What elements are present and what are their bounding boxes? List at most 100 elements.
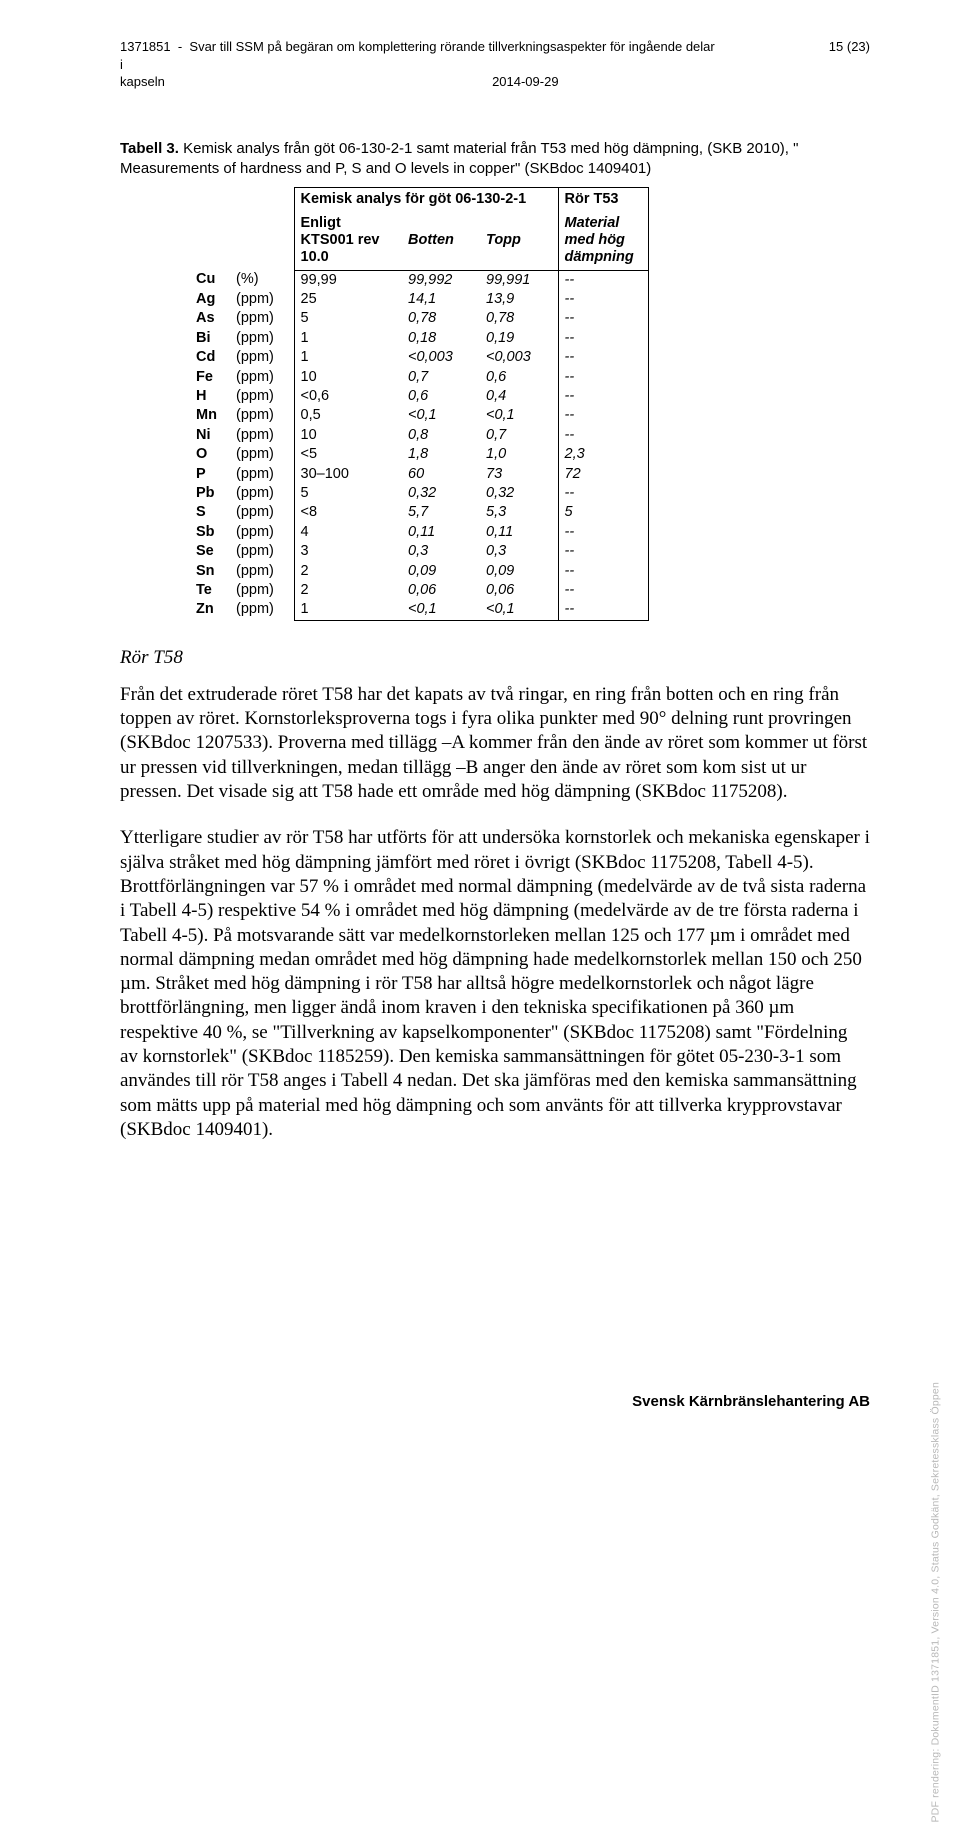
cell-material: -- (558, 309, 648, 328)
table-row: Pb(ppm)50,320,32-- (190, 484, 648, 503)
table-row: Te(ppm)20,060,06-- (190, 581, 648, 600)
cell-unit: (ppm) (230, 309, 294, 328)
cell-spec: 1 (294, 600, 402, 620)
cell-topp: 0,3 (480, 542, 558, 561)
cell-material: -- (558, 600, 648, 620)
document-page: 1371851 - Svar till SSM på begäran om ko… (0, 0, 960, 1442)
cell-element: Zn (190, 600, 230, 620)
table-caption-text: Kemisk analys från göt 06-130-2-1 samt m… (120, 140, 798, 177)
cell-material: -- (558, 426, 648, 445)
table-row: H(ppm)<0,60,60,4-- (190, 387, 648, 406)
cell-botten: 60 (402, 465, 480, 484)
cell-spec: 0,5 (294, 406, 402, 425)
cell-unit: (ppm) (230, 484, 294, 503)
cell-topp: 0,11 (480, 523, 558, 542)
header-left: 1371851 - Svar till SSM på begäran om ko… (120, 38, 720, 91)
table-row: Se(ppm)30,30,3-- (190, 542, 648, 561)
table-row: Cd(ppm)1<0,003<0,003-- (190, 348, 648, 367)
cell-unit: (ppm) (230, 329, 294, 348)
table-row: Sn(ppm)20,090,09-- (190, 562, 648, 581)
cell-material: -- (558, 581, 648, 600)
cell-unit: (%) (230, 270, 294, 290)
cell-spec: 3 (294, 542, 402, 561)
chem-analysis-table: Kemisk analys för göt 06-130-2-1 Rör T53… (190, 187, 649, 621)
table-row: S(ppm)<85,75,35 (190, 503, 648, 522)
cell-element: Fe (190, 368, 230, 387)
cell-topp: 0,06 (480, 581, 558, 600)
cell-material: 2,3 (558, 445, 648, 464)
table-row: As(ppm)50,780,78-- (190, 309, 648, 328)
table-row: Ag(ppm)2514,113,9-- (190, 290, 648, 309)
paragraph-2: Ytterligare studier av rör T58 har utför… (120, 826, 870, 1142)
paragraph-1: Från det extruderade röret T58 har det k… (120, 683, 870, 805)
table-row: O(ppm)<51,81,02,3 (190, 445, 648, 464)
cell-topp: <0,003 (480, 348, 558, 367)
cell-botten: 0,32 (402, 484, 480, 503)
cell-topp: 99,991 (480, 270, 558, 290)
cell-material: -- (558, 368, 648, 387)
cell-unit: (ppm) (230, 290, 294, 309)
table-row: Zn(ppm)1<0,1<0,1-- (190, 600, 648, 620)
cell-element: Ni (190, 426, 230, 445)
table-caption: Tabell 3. Kemisk analys från göt 06-130-… (120, 139, 870, 180)
cell-spec: 25 (294, 290, 402, 309)
cell-material: -- (558, 387, 648, 406)
cell-botten: 99,992 (402, 270, 480, 290)
table-row: Fe(ppm)100,70,6-- (190, 368, 648, 387)
cell-botten: 0,8 (402, 426, 480, 445)
table-row: Sb(ppm)40,110,11-- (190, 523, 648, 542)
cell-topp: 73 (480, 465, 558, 484)
cell-botten: <0,1 (402, 600, 480, 620)
cell-spec: 5 (294, 309, 402, 328)
cell-unit: (ppm) (230, 445, 294, 464)
cell-unit: (ppm) (230, 581, 294, 600)
doc-title-line1: Svar till SSM på begäran om kompletterin… (120, 39, 715, 72)
cell-botten: 14,1 (402, 290, 480, 309)
cell-unit: (ppm) (230, 503, 294, 522)
cell-spec: 2 (294, 562, 402, 581)
cell-element: Te (190, 581, 230, 600)
cell-topp: 0,7 (480, 426, 558, 445)
table-head-topp: Topp (480, 212, 558, 271)
cell-topp: <0,1 (480, 406, 558, 425)
cell-topp: 0,4 (480, 387, 558, 406)
table-row: Ni(ppm)100,80,7-- (190, 426, 648, 445)
table-row: P(ppm)30–100607372 (190, 465, 648, 484)
cell-unit: (ppm) (230, 426, 294, 445)
cell-material: 72 (558, 465, 648, 484)
cell-element: Cd (190, 348, 230, 367)
cell-botten: 0,11 (402, 523, 480, 542)
cell-spec: 30–100 (294, 465, 402, 484)
table-head-left: Kemisk analys för göt 06-130-2-1 (294, 188, 558, 212)
cell-element: O (190, 445, 230, 464)
cell-unit: (ppm) (230, 348, 294, 367)
cell-topp: 0,6 (480, 368, 558, 387)
cell-spec: 10 (294, 426, 402, 445)
cell-material: -- (558, 562, 648, 581)
table-head-botten: Botten (402, 212, 480, 271)
cell-element: Cu (190, 270, 230, 290)
doc-id: 1371851 (120, 39, 171, 54)
cell-spec: 99,99 (294, 270, 402, 290)
cell-botten: 5,7 (402, 503, 480, 522)
cell-element: Bi (190, 329, 230, 348)
cell-botten: 0,18 (402, 329, 480, 348)
cell-material: 5 (558, 503, 648, 522)
table-head-spec: Enligt KTS001 rev 10.0 (294, 212, 402, 271)
cell-topp: 0,09 (480, 562, 558, 581)
pdf-render-meta: PDF rendering: DokumentID 1371851, Versi… (930, 1382, 942, 1823)
table-row: Mn(ppm)0,5<0,1<0,1-- (190, 406, 648, 425)
cell-topp: 13,9 (480, 290, 558, 309)
doc-title-line2: kapseln (120, 74, 165, 89)
table-head-right: Rör T53 (558, 188, 648, 212)
cell-material: -- (558, 329, 648, 348)
cell-topp: 0,32 (480, 484, 558, 503)
cell-spec: <8 (294, 503, 402, 522)
cell-unit: (ppm) (230, 406, 294, 425)
cell-element: Pb (190, 484, 230, 503)
header-right: 15 (23) (809, 38, 870, 91)
cell-unit: (ppm) (230, 562, 294, 581)
table-caption-label: Tabell 3. (120, 140, 179, 157)
cell-unit: (ppm) (230, 600, 294, 620)
cell-botten: <0,1 (402, 406, 480, 425)
